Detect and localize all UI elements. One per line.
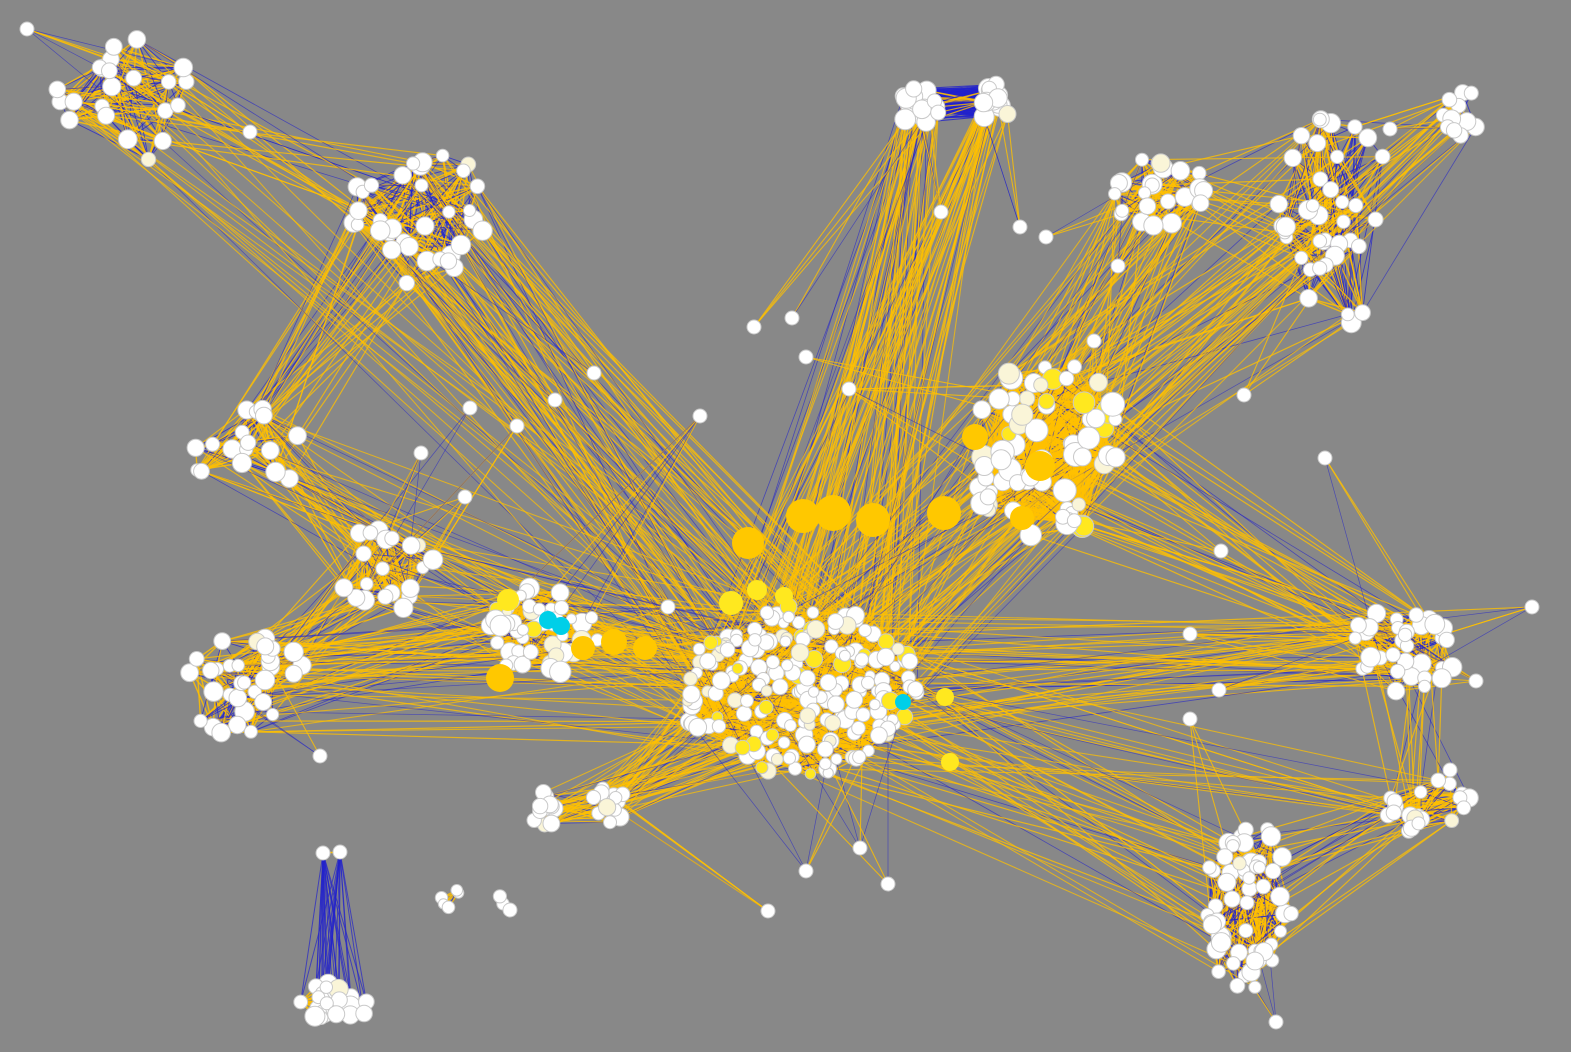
blue-edge	[1285, 135, 1302, 227]
gold-edge	[73, 101, 166, 112]
blue-edge	[1362, 156, 1384, 313]
gold-edge	[380, 185, 478, 222]
blue-edge	[113, 46, 149, 160]
gold-edge	[188, 672, 214, 728]
blue-edge	[1347, 156, 1384, 315]
gold-edge	[147, 81, 170, 160]
blue-edge	[371, 184, 470, 211]
blue-edge	[127, 78, 135, 140]
gold-edge	[105, 39, 138, 116]
gold-edge	[343, 587, 411, 589]
gold-edge	[1319, 119, 1377, 220]
gold-edge	[196, 411, 257, 471]
blue-edge	[69, 119, 149, 160]
blue-edge	[403, 210, 470, 243]
gold-edge	[113, 46, 184, 69]
blue-edge	[200, 640, 223, 722]
